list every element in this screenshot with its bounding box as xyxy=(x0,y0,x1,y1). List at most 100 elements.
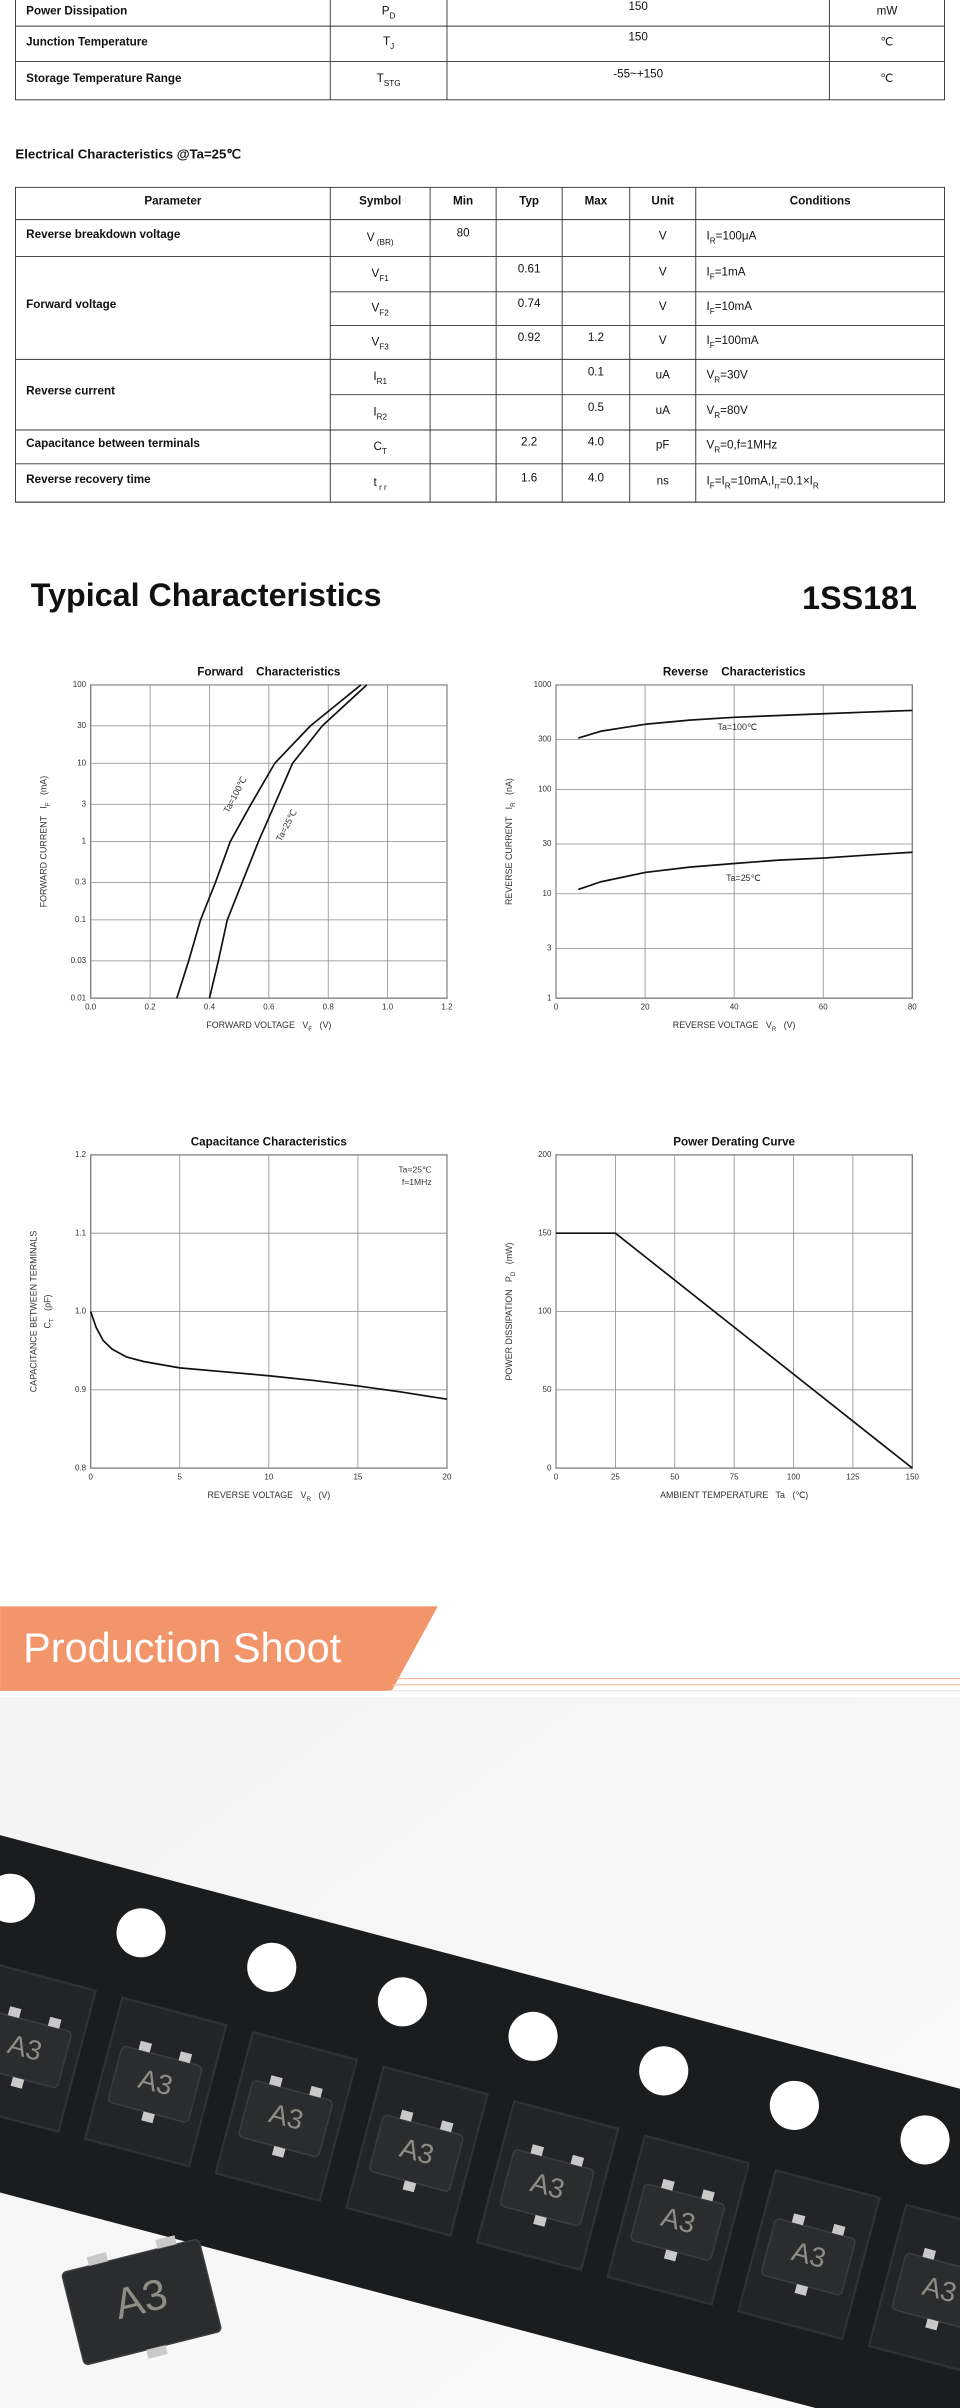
component-body xyxy=(238,2080,334,2158)
component-pin xyxy=(146,2345,168,2359)
table-cell: t r r xyxy=(374,476,387,492)
y-tick-label: 150 xyxy=(538,1228,552,1237)
text-segment: REVERSE VOLTAGE V xyxy=(207,1490,306,1500)
chart-title: Capacitance Characteristics xyxy=(191,1136,347,1149)
table-cell: VR=30V xyxy=(707,369,748,385)
component-pin xyxy=(178,2051,193,2064)
subscript: F xyxy=(710,307,715,316)
y-tick-label: 200 xyxy=(538,1150,552,1159)
table-header: Parameter xyxy=(144,194,201,207)
table-cell: IR1 xyxy=(373,370,387,386)
subscript: rr xyxy=(774,481,780,490)
text-segment: POWER DISSIPATION P xyxy=(504,1276,514,1380)
component-pin xyxy=(925,2318,939,2331)
subscript: F xyxy=(710,272,715,281)
y-tick-label: 100 xyxy=(538,1307,552,1316)
table-cell: uA xyxy=(656,369,670,382)
text-segment: (mA) xyxy=(39,776,49,803)
subscript: R xyxy=(510,802,517,807)
subscript: D xyxy=(390,11,396,20)
x-axis-label: FORWARD VOLTAGE VF (V) xyxy=(206,1020,331,1033)
data-line xyxy=(89,1311,448,1401)
text-segment: =10mA xyxy=(715,300,752,313)
tape-hole xyxy=(639,2046,689,2096)
subscript: T xyxy=(382,447,387,456)
tape-hole xyxy=(769,2080,819,2130)
x-tick-label: 0.6 xyxy=(263,1003,275,1012)
subscript: R2 xyxy=(377,412,388,421)
text-segment: T xyxy=(383,35,390,48)
subscript: J xyxy=(390,42,394,51)
y-axis-label: REVERSE CURRENT IR (nA) xyxy=(504,778,517,905)
table-cell: V (BR) xyxy=(367,231,394,247)
text-segment: FORWARD VOLTAGE V xyxy=(206,1020,308,1030)
component-pin xyxy=(791,2213,806,2226)
text-segment: (nA) xyxy=(504,778,514,802)
subscript: T xyxy=(49,1318,56,1322)
table-cell: Junction Temperature xyxy=(26,35,148,48)
chart-title: Power Derating Curve xyxy=(673,1136,795,1149)
text-segment: V xyxy=(372,302,380,315)
x-tick-label: 125 xyxy=(846,1472,860,1481)
x-axis-label: REVERSE VOLTAGE VR (V) xyxy=(673,1020,796,1033)
table-header: Max xyxy=(585,194,608,207)
table-cell: ns xyxy=(657,475,669,488)
text-segment: =I xyxy=(715,475,725,488)
y-tick-label: 30 xyxy=(77,721,86,730)
text-segment: =10mA,I xyxy=(731,475,775,488)
subscript: F xyxy=(710,341,715,350)
text-segment: I xyxy=(373,405,376,418)
table-cell: VF1 xyxy=(372,267,390,283)
x-tick-label: 0.0 xyxy=(85,1003,97,1012)
component-body xyxy=(761,2218,856,2296)
subscript: R xyxy=(710,236,716,245)
x-tick-label: 5 xyxy=(178,1472,183,1481)
text-segment: =0.1×I xyxy=(780,475,813,488)
table-cell: 4.0 xyxy=(588,471,605,484)
y-tick-label: 0.01 xyxy=(71,993,87,1002)
annotation: f=1MHz xyxy=(402,1177,432,1187)
text-segment: C xyxy=(43,1321,53,1328)
x-tick-label: 10 xyxy=(264,1472,273,1481)
text-segment: I xyxy=(707,266,710,279)
typical-title: Typical Characteristics xyxy=(31,577,382,613)
component-pin xyxy=(439,2120,454,2133)
subscript: R1 xyxy=(377,377,388,386)
component-pin xyxy=(141,2111,155,2124)
table-cell: 80 xyxy=(457,227,470,240)
table-cell: mW xyxy=(877,5,898,18)
text-segment: C xyxy=(373,440,381,453)
x-tick-label: 0 xyxy=(554,1003,559,1012)
y-tick-label: 3 xyxy=(82,799,87,808)
text-segment: AMBIENT TEMPERATURE Ta (℃) xyxy=(660,1490,808,1500)
x-tick-label: 0 xyxy=(554,1472,559,1481)
subscript: STG xyxy=(384,79,401,88)
tape-hole xyxy=(0,1873,35,1923)
tape-hole xyxy=(116,1908,166,1958)
x-tick-label: 20 xyxy=(443,1472,452,1481)
y-tick-label: 1 xyxy=(82,837,87,846)
component-pin xyxy=(831,2223,846,2236)
x-tick-label: 0.8 xyxy=(323,1003,335,1012)
y-tick-label: 100 xyxy=(538,784,552,793)
text-segment: (V) xyxy=(311,1490,330,1500)
x-tick-label: 100 xyxy=(787,1472,801,1481)
loose-component: A3 xyxy=(61,2235,222,2366)
x-tick-label: 60 xyxy=(819,1003,828,1012)
x-tick-label: 40 xyxy=(730,1003,739,1012)
table-cell: 150 xyxy=(628,0,648,13)
component-body xyxy=(499,2149,595,2227)
component-pin xyxy=(570,2154,585,2167)
text-segment: t xyxy=(374,476,378,489)
chart-title: Reverse Characteristics xyxy=(663,666,806,679)
data-line xyxy=(556,1232,913,1469)
table-cell: V xyxy=(659,230,667,243)
y-tick-label: 10 xyxy=(77,758,86,767)
text-segment: =0,f=1MHz xyxy=(720,438,777,451)
x-tick-label: 1.0 xyxy=(382,1003,394,1012)
table-cell: 0.5 xyxy=(588,401,604,414)
table-cell: TJ xyxy=(383,35,394,51)
table-frame xyxy=(14,0,946,101)
x-tick-label: 15 xyxy=(353,1472,362,1481)
component-pin xyxy=(533,2214,547,2227)
